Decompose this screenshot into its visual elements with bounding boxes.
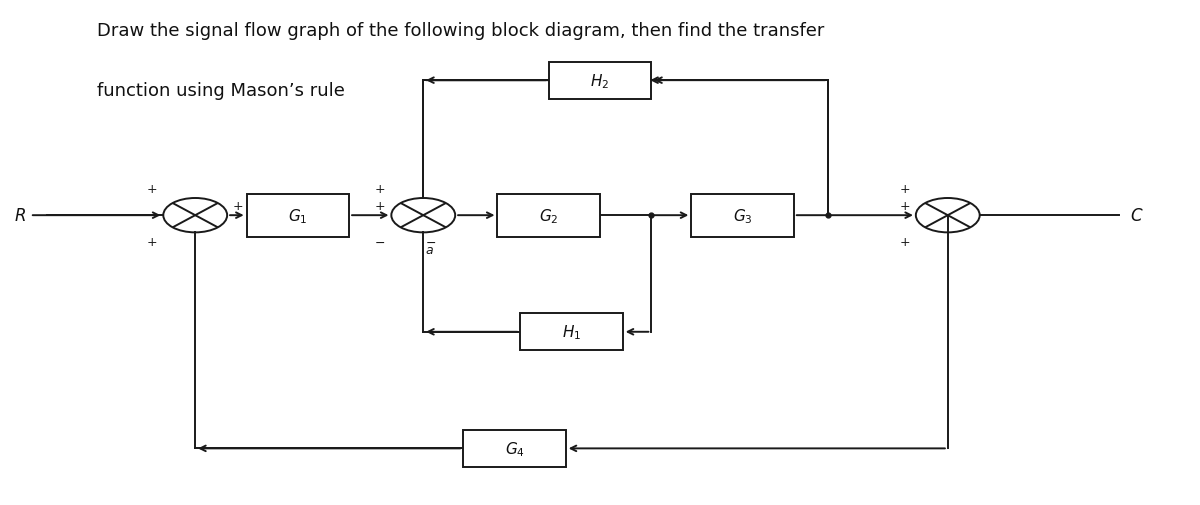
Text: $H_1$: $H_1$ xyxy=(562,323,581,341)
Bar xyxy=(548,63,652,99)
Bar xyxy=(497,194,600,237)
Text: $G_4$: $G_4$ xyxy=(504,439,524,458)
Text: $C$: $C$ xyxy=(1130,207,1144,225)
Text: $a$: $a$ xyxy=(425,244,433,257)
Bar xyxy=(691,194,794,237)
Text: +: + xyxy=(376,199,385,213)
Text: function using Mason’s rule: function using Mason’s rule xyxy=(97,82,346,99)
Text: $G_1$: $G_1$ xyxy=(288,207,307,225)
Text: +: + xyxy=(146,236,157,249)
Text: $H_2$: $H_2$ xyxy=(590,72,610,90)
Text: $G_3$: $G_3$ xyxy=(733,207,752,225)
Text: +: + xyxy=(146,183,157,195)
Text: +: + xyxy=(900,183,910,195)
Text: +: + xyxy=(233,199,244,213)
Bar xyxy=(246,194,349,237)
Text: $R$: $R$ xyxy=(14,207,26,225)
Text: −: − xyxy=(376,236,385,249)
Text: +: + xyxy=(900,236,910,249)
Bar xyxy=(520,314,623,350)
Text: Draw the signal flow graph of the following block diagram, then find the transfe: Draw the signal flow graph of the follow… xyxy=(97,22,824,39)
Text: $G_2$: $G_2$ xyxy=(539,207,558,225)
Bar xyxy=(463,430,565,467)
Text: −: − xyxy=(426,236,436,249)
Text: +: + xyxy=(900,199,910,213)
Text: +: + xyxy=(376,183,385,195)
